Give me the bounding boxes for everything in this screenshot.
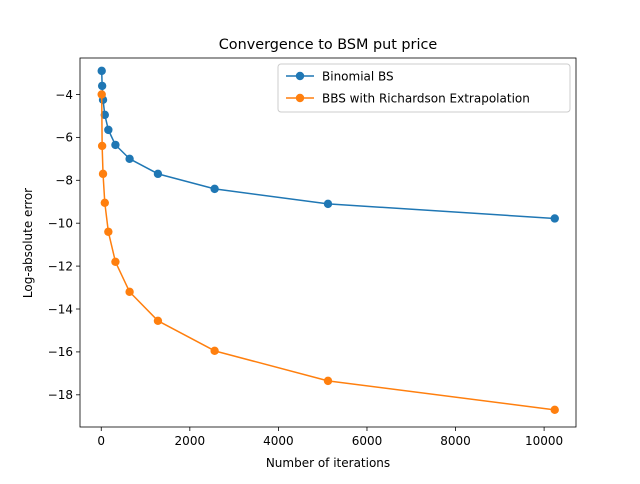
y-tick-label: −6 [55, 131, 73, 145]
data-point-series-2 [550, 405, 559, 415]
x-tick-label: 0 [97, 434, 105, 448]
y-tick-label: −14 [48, 302, 73, 316]
x-axis: 0 2000 4000 6000 8000 10000 [97, 427, 563, 448]
data-point-series-2 [210, 346, 219, 356]
data-point-series-1 [125, 154, 134, 164]
y-tick-label: −8 [55, 174, 73, 188]
data-point-series-1 [100, 110, 110, 120]
x-tick-label: 8000 [440, 434, 471, 448]
data-point-series-1 [323, 199, 333, 209]
y-tick-label: −4 [55, 88, 73, 102]
chart-title: Convergence to BSM put price [219, 37, 438, 53]
data-point-series-1 [97, 66, 106, 76]
data-point-series-2 [125, 287, 134, 297]
data-point-series-1 [210, 184, 219, 194]
data-point-series-2 [97, 90, 106, 99]
data-point-series-1 [111, 140, 120, 150]
data-point-series-2 [97, 141, 107, 151]
data-point-series-2 [323, 376, 333, 386]
legend-box [277, 63, 571, 113]
x-axis-label: Number of iterations [266, 456, 390, 470]
y-tick-label: −12 [48, 259, 73, 273]
data-point-series-1 [97, 81, 107, 91]
y-axis-label: Log-absolute error [21, 188, 35, 298]
legend-marker-1 [295, 71, 305, 81]
plot-area [79, 57, 577, 428]
data-point-series-1 [550, 214, 559, 223]
y-tick-label: −18 [48, 388, 73, 402]
y-tick-label: −16 [48, 345, 73, 359]
data-point-series-1 [153, 169, 163, 179]
data-point-series-2 [153, 316, 163, 326]
data-point-series-2 [111, 257, 120, 267]
axes-frame [79, 57, 577, 428]
data-point-series-1 [104, 125, 113, 135]
data-point-series-2 [104, 227, 113, 236]
data-point-series-2 [100, 198, 110, 208]
y-axis: −18 −16 −14 −12 −10 −8 −6 −4 [48, 88, 80, 402]
x-tick-label: 2000 [175, 434, 206, 448]
legend-marker-2 [295, 93, 305, 103]
legend: Binomial BS BBS with Richardson Extrapola… [277, 63, 571, 113]
y-tick-label: −10 [48, 216, 73, 230]
x-tick-label: 10000 [525, 434, 563, 448]
x-tick-label: 4000 [263, 434, 294, 448]
legend-label-1: Binomial BS [322, 69, 394, 83]
data-point-series-2 [98, 169, 108, 179]
x-tick-label: 6000 [352, 434, 383, 448]
legend-label-2: BBS with Richardson Extrapolation [322, 91, 530, 105]
